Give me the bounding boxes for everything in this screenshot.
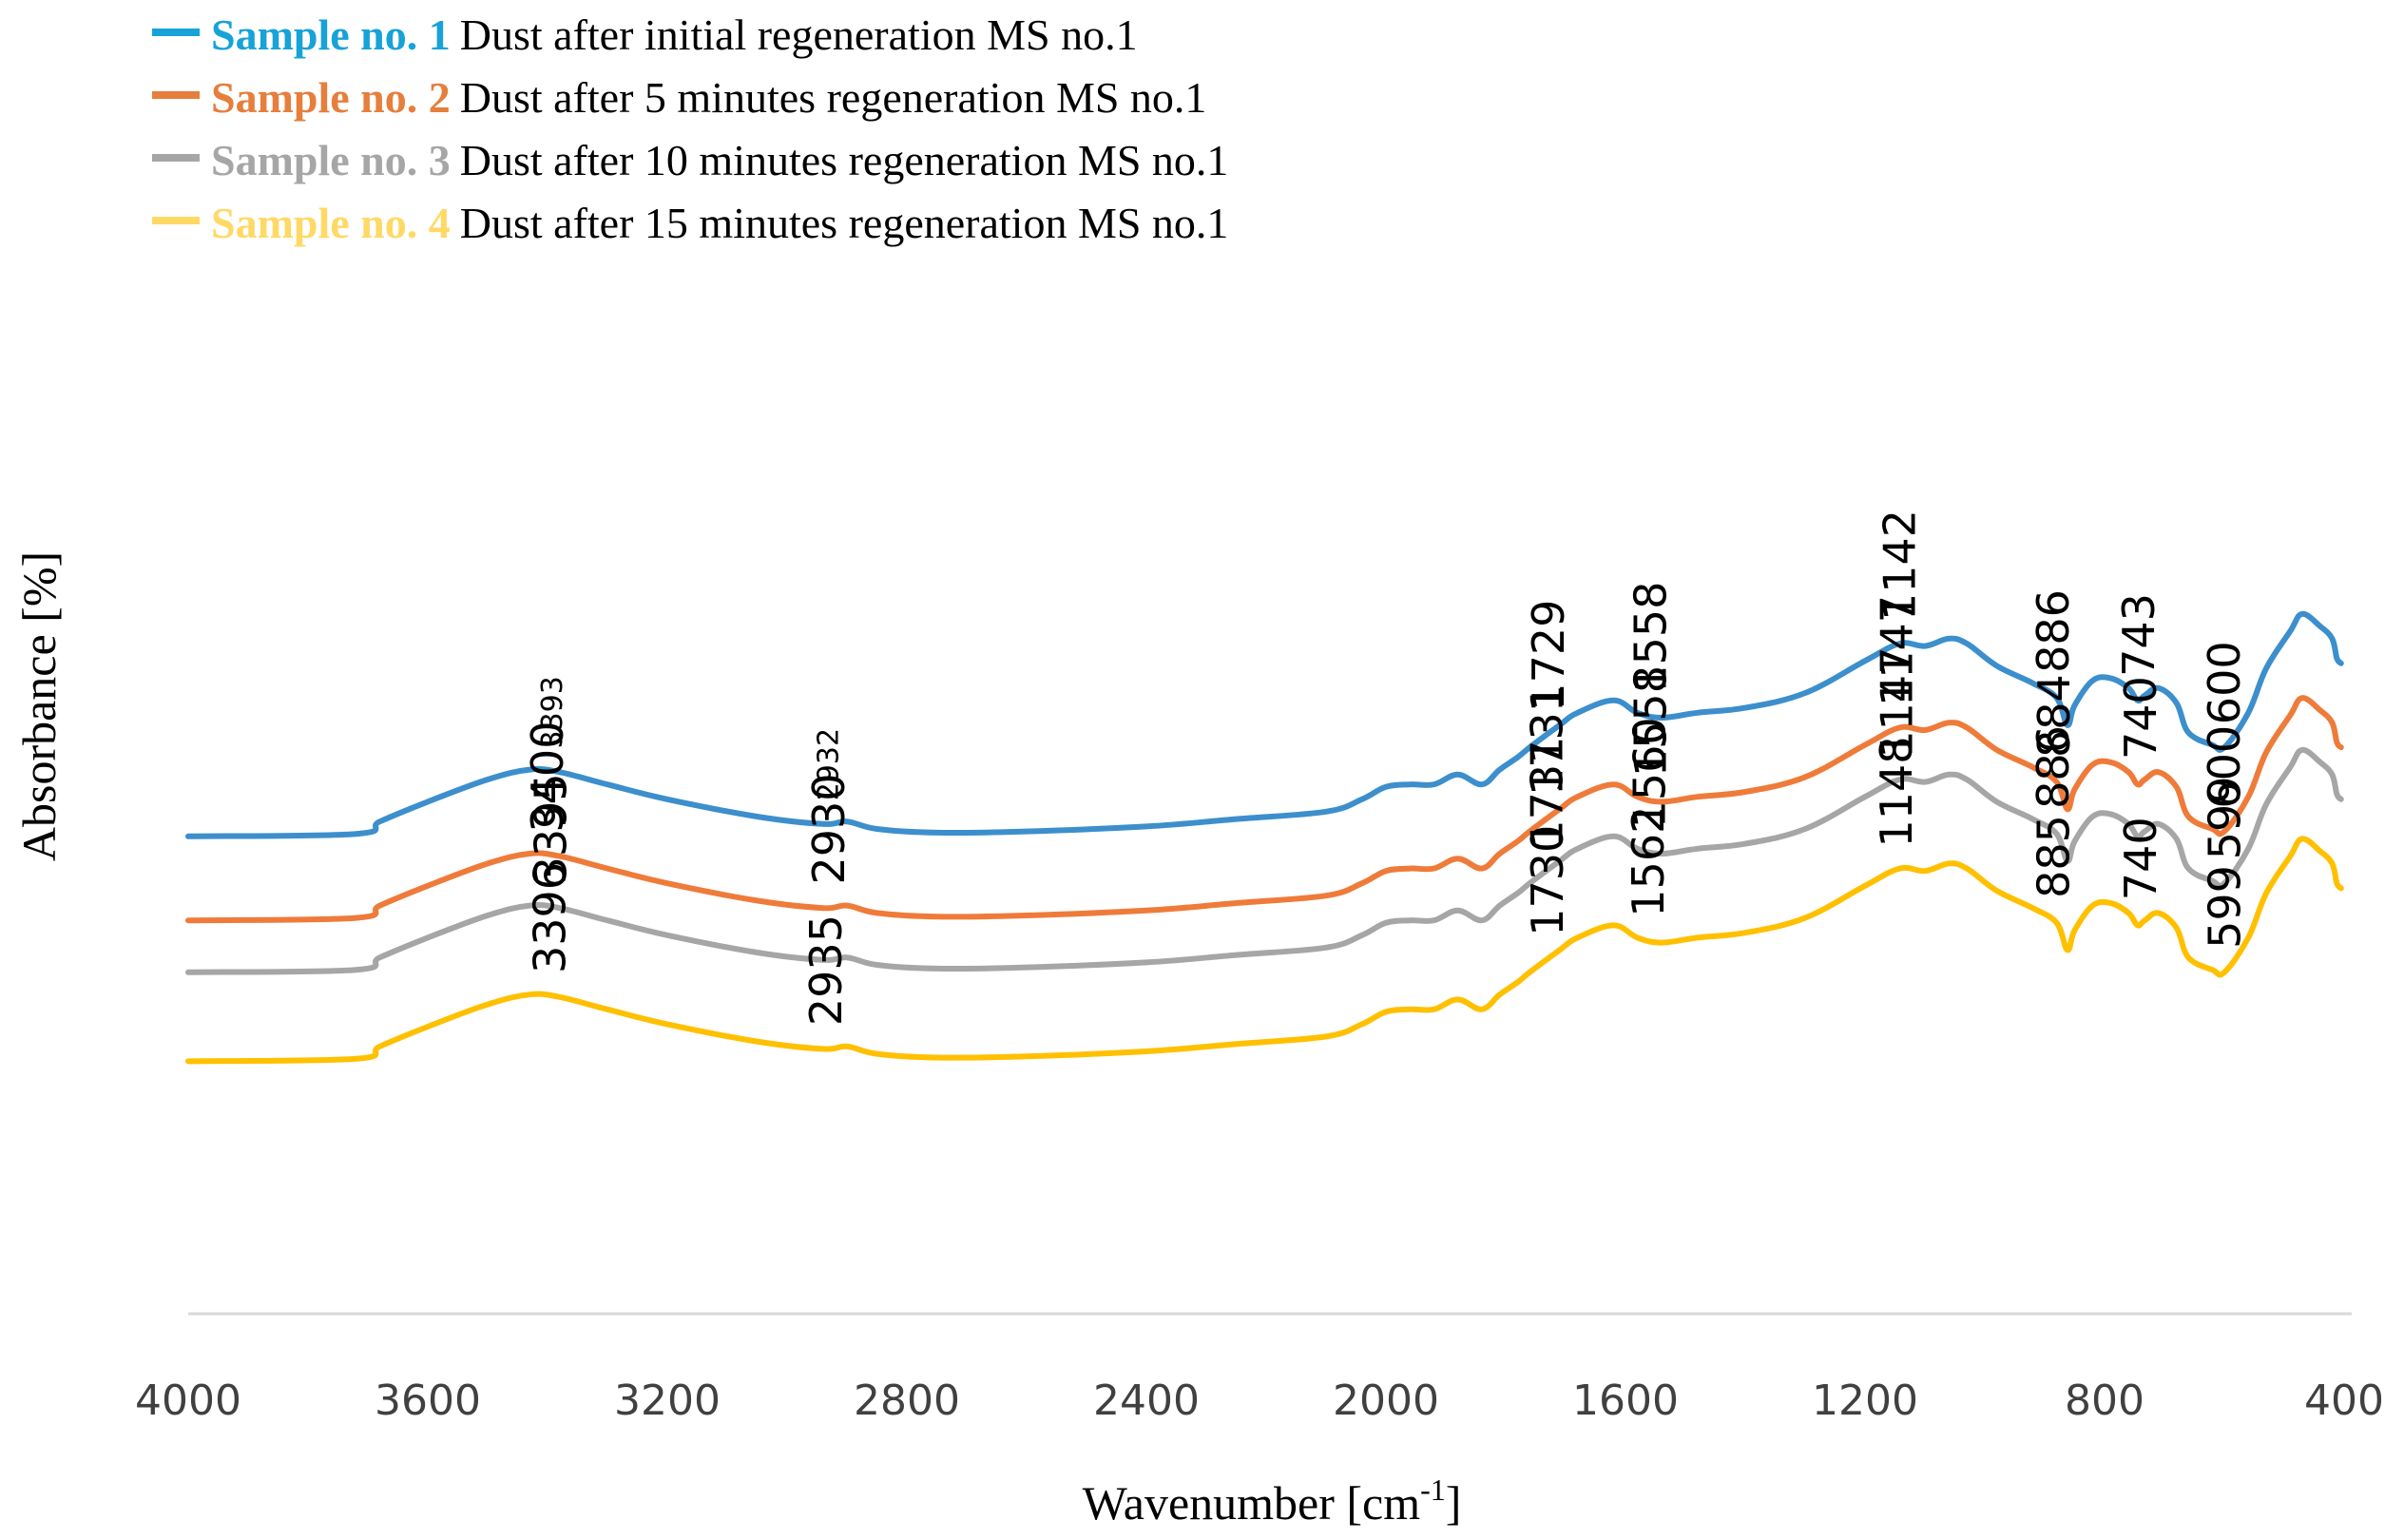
legend-series-description: Dust after 5 minutes regeneration MS no.… (460, 73, 1207, 122)
x-tick-label: 3600 (375, 1376, 481, 1425)
x-tick-label: 800 (2065, 1376, 2144, 1425)
series-line-sample-2 (185, 695, 2344, 924)
legend-series-description: Dust after 15 minutes regeneration MS no… (460, 199, 1229, 247)
legend-series-name: Sample no. 3 (211, 136, 451, 184)
peak-label: 1147 (1872, 595, 1923, 706)
peak-label: 599 (2200, 865, 2251, 949)
legend-series-description: Dust after 10 minutes regeneration MS no… (460, 136, 1229, 184)
legend-entry-sample-3: Sample no. 3 Dust after 10 minutes regene… (211, 136, 1228, 184)
peak-label: 3400 (522, 722, 573, 833)
legend-series-name: Sample no. 2 (211, 73, 451, 122)
peak-label: 886 (2028, 589, 2079, 673)
peak-label: 1729 (1523, 600, 1574, 711)
series-line-sample-3 (185, 746, 2344, 975)
x-axis-label-main: Wavenumber [cm (1083, 1476, 1421, 1530)
peak-label: 2932 (812, 728, 845, 800)
x-tick-label: 1200 (1812, 1376, 1918, 1425)
peak-label: 1562 (1623, 806, 1674, 917)
peak-annotations: 3393 2932 1729 1558 1142 886 743 600 3400 2930 173… (522, 510, 2251, 1026)
peak-label: 1731 (1522, 737, 1573, 848)
x-tick-label: 1600 (1572, 1376, 1679, 1425)
x-axis-ticks: 4000 3600 3200 2800 2400 2000 1600 1200 800 400 (135, 1376, 2384, 1425)
x-axis-label: Wavenumber [cm-1] (1083, 1473, 1462, 1530)
peak-label: 600 (2199, 725, 2250, 809)
peak-label: 600 (2199, 641, 2250, 724)
peak-label: 743 (2113, 593, 2164, 677)
peak-label: 1142 (1875, 510, 1926, 621)
x-tick-label: 2400 (1093, 1376, 1200, 1425)
series-line-sample-1 (185, 610, 2344, 839)
peak-label: 3396 (525, 862, 576, 973)
legend-series-description: Dust after initial regeneration MS no.1 (460, 10, 1138, 59)
peak-label: 2930 (803, 773, 855, 884)
y-axis-label: Absorbance [%] (12, 551, 66, 861)
x-tick-label: 2800 (854, 1376, 960, 1425)
peak-label: 1731 (1522, 684, 1573, 796)
peak-label: 740 (2115, 676, 2166, 760)
peak-label: 884 (2029, 674, 2080, 758)
legend-entry-sample-4: Sample no. 4 Dust after 15 minutes regene… (211, 199, 1228, 247)
legend-series-name: Sample no. 4 (211, 199, 451, 247)
peak-label: 3395 (525, 773, 576, 884)
legend-series-name: Sample no. 1 (211, 10, 451, 59)
peak-label: 1558 (1625, 582, 1677, 693)
peak-label: 1558 (1625, 665, 1677, 777)
legend-entry-sample-2: Sample no. 2 Dust after 5 minutes regener… (211, 73, 1206, 122)
x-axis-label-superscript: -1 (1420, 1473, 1446, 1507)
peak-label: 885 (2029, 815, 2080, 898)
x-axis-label-end: ] (1446, 1476, 1462, 1530)
x-tick-label: 400 (2304, 1376, 2384, 1425)
peak-label: 599 (2200, 776, 2251, 859)
plot-area (185, 610, 2344, 1065)
series-line-sample-4 (185, 836, 2344, 1065)
peak-label: 1730 (1522, 825, 1573, 936)
x-tick-label: 2000 (1333, 1376, 1439, 1425)
peak-label: 1147 (1872, 647, 1923, 759)
x-tick-label: 3200 (614, 1376, 721, 1425)
peak-label: 1560 (1624, 717, 1675, 828)
peak-label: 3393 (536, 676, 569, 748)
peak-label: 740 (2115, 817, 2166, 900)
peak-label: 2935 (800, 914, 852, 1026)
peak-label: 886 (2028, 725, 2079, 809)
legend: Sample no. 1 Dust after initial regenerat… (152, 10, 1228, 247)
peak-label: 1148 (1871, 736, 1922, 847)
legend-entry-sample-1: Sample no. 1 Dust after initial regenerat… (211, 10, 1138, 59)
x-tick-label: 4000 (135, 1376, 241, 1425)
